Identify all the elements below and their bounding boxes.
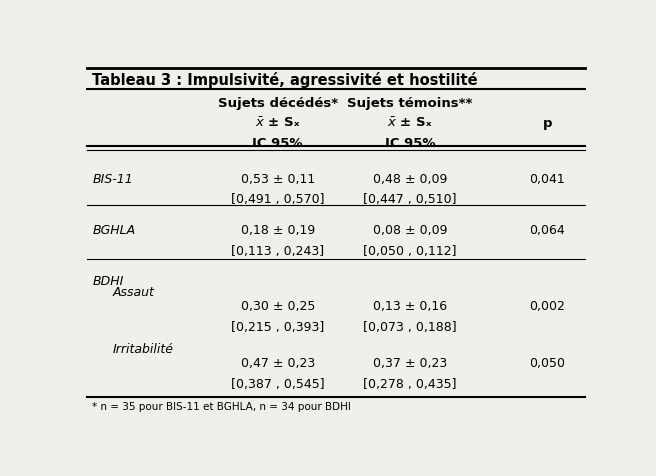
Text: [0,073 , 0,188]: [0,073 , 0,188]	[363, 320, 457, 333]
Text: $\bar{x}$ ± Sₓ: $\bar{x}$ ± Sₓ	[387, 117, 432, 130]
Text: * n = 35 pour BIS-11 et BGHLA, n = 34 pour BDHI: * n = 35 pour BIS-11 et BGHLA, n = 34 po…	[92, 402, 351, 412]
Text: 0,13 ± 0,16: 0,13 ± 0,16	[373, 300, 447, 313]
Text: [0,113 , 0,243]: [0,113 , 0,243]	[231, 244, 324, 257]
Text: 0,002: 0,002	[529, 300, 565, 313]
Text: IC 95%: IC 95%	[384, 137, 435, 149]
Text: Irritabilité: Irritabilité	[113, 342, 173, 355]
Text: 0,08 ± 0,09: 0,08 ± 0,09	[373, 224, 447, 237]
Text: 0,18 ± 0,19: 0,18 ± 0,19	[241, 224, 315, 237]
Text: BGHLA: BGHLA	[92, 224, 135, 237]
Text: p: p	[543, 117, 552, 129]
Text: [0,278 , 0,435]: [0,278 , 0,435]	[363, 377, 457, 390]
Text: Tableau 3 : Impulsivité, agressivité et hostilité: Tableau 3 : Impulsivité, agressivité et …	[92, 72, 478, 88]
Text: BIS-11: BIS-11	[92, 173, 133, 186]
Text: [0,491 , 0,570]: [0,491 , 0,570]	[231, 193, 325, 206]
Text: 0,30 ± 0,25: 0,30 ± 0,25	[241, 300, 315, 313]
Text: BDHI: BDHI	[92, 274, 123, 287]
Text: 0,37 ± 0,23: 0,37 ± 0,23	[373, 357, 447, 369]
Text: 0,050: 0,050	[529, 357, 565, 369]
Text: [0,050 , 0,112]: [0,050 , 0,112]	[363, 244, 457, 257]
Text: [0,215 , 0,393]: [0,215 , 0,393]	[231, 320, 324, 333]
Text: 0,48 ± 0,09: 0,48 ± 0,09	[373, 173, 447, 186]
Text: 0,041: 0,041	[529, 173, 565, 186]
Text: Assaut: Assaut	[113, 285, 154, 298]
Text: [0,387 , 0,545]: [0,387 , 0,545]	[231, 377, 325, 390]
Text: 0,47 ± 0,23: 0,47 ± 0,23	[241, 357, 315, 369]
Text: $\bar{x}$ ± Sₓ: $\bar{x}$ ± Sₓ	[255, 117, 300, 130]
Text: 0,064: 0,064	[529, 224, 565, 237]
Text: Sujets témoins**: Sujets témoins**	[347, 96, 472, 109]
Text: 0,53 ± 0,11: 0,53 ± 0,11	[241, 173, 315, 186]
Text: [0,447 , 0,510]: [0,447 , 0,510]	[363, 193, 457, 206]
Text: IC 95%: IC 95%	[253, 137, 303, 149]
Text: Sujets décédés*: Sujets décédés*	[218, 96, 338, 109]
